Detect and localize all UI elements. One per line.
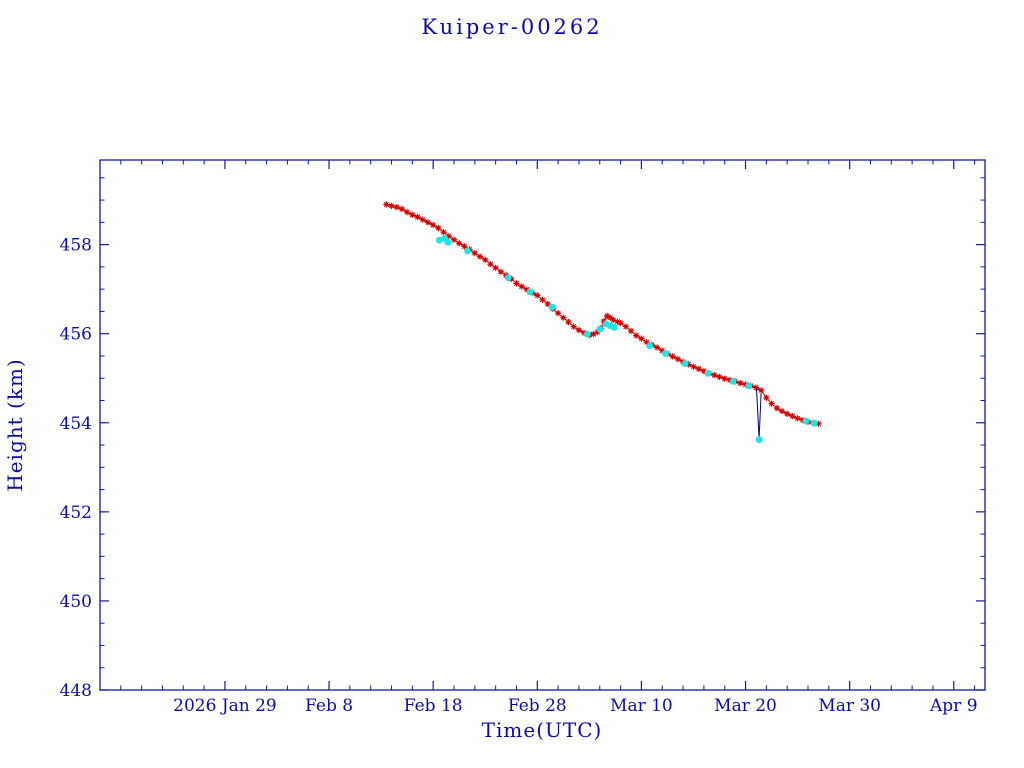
y-tick-label: 458 [60,236,92,256]
height-track-red-asterisks-line [386,204,819,425]
y-tick-label: 450 [60,592,92,612]
chart-title: Kuiper-00262 [421,15,602,39]
height-secondary-cyan-dots-marker [745,382,753,390]
dropout-spike-line-line [756,388,762,439]
y-tick-label: 452 [60,503,92,523]
height-secondary-cyan-dots-marker [596,325,604,333]
height-secondary-cyan-dots-marker [610,324,618,331]
height-secondary-cyan-dots-marker [464,247,471,255]
x-tick-label: Apr 9 [929,696,978,716]
height-secondary-cyan-dots-marker [504,274,512,281]
height-secondary-cyan-dots-marker [548,303,556,311]
x-tick-label: Feb 8 [305,696,353,716]
height-secondary-cyan-dots-marker [802,417,810,425]
height-secondary-cyan-dots-marker [662,349,669,357]
y-tick-label: 448 [60,681,92,701]
height-secondary-cyan-dots-marker [526,288,534,296]
x-tick-label: Mar 30 [818,696,881,716]
height-secondary-cyan-dots-marker [681,360,689,367]
x-tick-label: Feb 18 [404,696,463,716]
x-axis-label: Time(UTC) [482,718,603,742]
height-secondary-cyan-dots-marker [810,419,818,427]
x-tick-label: 2026 Jan 29 [173,696,277,716]
height-secondary-cyan-dots-marker [729,378,737,385]
plot-frame [99,159,986,691]
height-track-red-asterisks-markers [383,201,822,427]
height-secondary-cyan-dots-marker [646,342,654,350]
x-tick-label: Feb 28 [508,696,567,716]
height-secondary-cyan-dots-marker [583,330,591,338]
plot-area: 2026 Jan 29 Feb 8 Feb 18 Feb 28 Mar 10 Mar 20… [60,159,986,716]
height-secondary-cyan-dots-marker [704,369,712,377]
x-tick-label: Mar 10 [610,696,673,716]
y-axis-label: Height (km) [3,358,27,491]
y-tick-label: 456 [60,325,92,345]
height-secondary-cyan-dots-marker [755,436,763,444]
y-tick-label: 454 [60,414,92,434]
height-secondary-cyan-dots-marker [444,239,452,246]
x-tick-label: Mar 20 [714,696,777,716]
height-secondary-cyan-dots-marker [436,236,443,244]
